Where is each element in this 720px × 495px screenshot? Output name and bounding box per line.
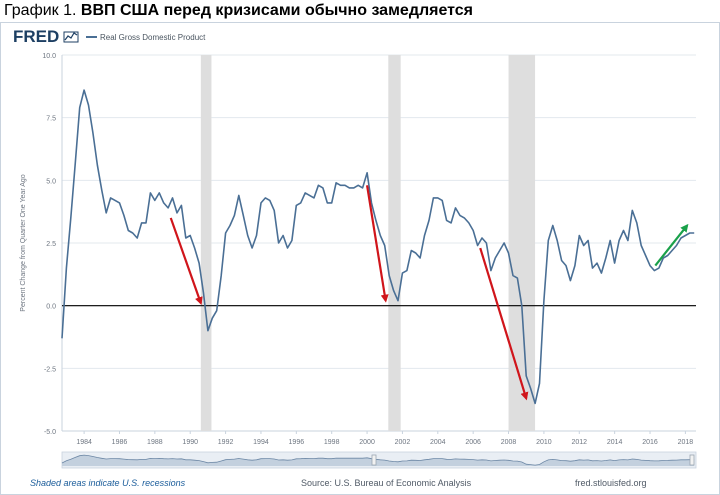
x-tick-label: 2012 (571, 439, 587, 446)
chart-heading: График 1. ВВП США перед кризисами обычно… (4, 2, 473, 20)
legend: Real Gross Domestic Product (86, 33, 206, 42)
red-arrow (479, 247, 529, 401)
y-tick-labels: 10.0 7.5 5.0 2.5 0.0 -2.5 -5.0 (42, 53, 56, 436)
green-arrow (654, 223, 689, 267)
x-tick-label: 1992 (218, 439, 234, 446)
y-tick-label: 7.5 (46, 116, 56, 123)
series-layer (61, 89, 695, 405)
navigator-left-handle[interactable] (371, 454, 377, 466)
source-note: Source: U.S. Bureau of Economic Analysis (301, 478, 472, 488)
x-tick-label: 2002 (395, 439, 411, 446)
navigator-area (62, 455, 695, 466)
y-tick-label: 2.5 (46, 241, 56, 248)
x-tick-label: 1986 (112, 439, 128, 446)
recession-band (388, 55, 401, 431)
legend-label: Real Gross Domestic Product (100, 33, 206, 42)
recession-band (200, 55, 212, 431)
heading-prefix: График 1. (4, 2, 77, 19)
x-tick-label: 2014 (607, 439, 623, 446)
x-tick-label: 2008 (501, 439, 517, 446)
x-tick-label: 1994 (253, 439, 269, 446)
gridlines (61, 54, 696, 432)
x-tick-labels: 1984 1986 1988 1990 1992 1994 1996 1998 2000 2002… (76, 431, 693, 446)
x-tick-label: 1988 (147, 439, 163, 446)
series-line (61, 89, 695, 405)
x-tick-label: 2018 (678, 439, 694, 446)
navigator-line (61, 454, 695, 466)
heading-title: ВВП США перед кризисами обычно замедляет… (80, 2, 474, 19)
navigator-right-handle[interactable] (689, 454, 695, 466)
fred-logo-icon (63, 31, 79, 43)
x-tick-label: 1984 (76, 439, 92, 446)
fred-logo[interactable]: FRED (13, 27, 79, 46)
y-tick-label: -5.0 (44, 429, 56, 436)
y-tick-label: 10.0 (42, 53, 56, 60)
y-tick-label: 5.0 (46, 178, 56, 185)
x-tick-label: 2010 (536, 439, 552, 446)
y-axis-title: Percent Change from Quarter One Year Ago (20, 174, 27, 311)
x-tick-label: 2004 (430, 439, 446, 446)
site-link[interactable]: fred.stlouisfed.org (575, 478, 647, 488)
chart-frame (0, 22, 720, 495)
x-tick-label: 2016 (642, 439, 658, 446)
y-tick-label: 0.0 (46, 304, 56, 311)
annotation-arrows (169, 185, 689, 401)
range-navigator[interactable] (61, 451, 697, 469)
x-tick-label: 2000 (359, 439, 375, 446)
red-arrow (169, 217, 203, 306)
recession-band (508, 55, 536, 431)
x-tick-label: 2006 (465, 439, 481, 446)
recession-shading (200, 55, 536, 431)
y-tick-label: -2.5 (44, 366, 56, 373)
recession-note: Shaded areas indicate U.S. recessions (30, 478, 186, 488)
fred-logo-text: FRED (13, 27, 59, 46)
red-arrow (365, 185, 389, 303)
navigator-preview (61, 454, 695, 466)
x-tick-label: 1996 (289, 439, 305, 446)
x-tick-label: 1998 (324, 439, 340, 446)
x-tick-label: 1990 (182, 439, 198, 446)
